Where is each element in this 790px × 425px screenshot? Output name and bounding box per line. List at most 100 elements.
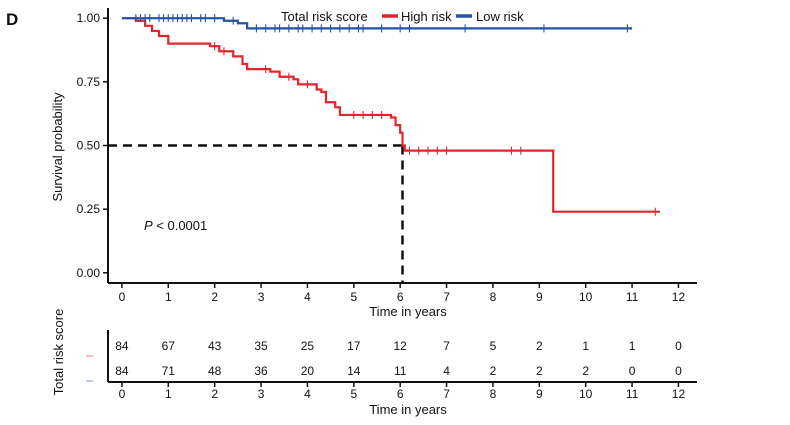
table-x-tick-label: 12 [672,387,686,401]
censor-mark-high-risk [349,110,358,119]
y-tick-label: 1.00 [77,11,101,25]
censor-mark-low-risk [284,24,293,33]
table-cell: 71 [162,364,176,378]
x-tick-label: 10 [579,290,593,304]
censor-mark-high-risk [368,110,377,119]
table-x-tick-label: 3 [258,387,265,401]
p-value-text: < 0.0001 [153,218,208,233]
risk-table-x-title: Time in years [369,402,447,417]
table-cell: 35 [254,339,268,353]
censor-mark-high-risk [442,146,451,155]
table-x-tick-label: 1 [165,387,172,401]
survival-curves [121,14,660,216]
table-cell: 4 [443,364,450,378]
main-axes: 0.000.250.500.751.000 1 2 3 4 5 6 7 8 9 10 11 12 [77,8,697,304]
censor-mark-high-risk [424,146,433,155]
table-x-tick-label: 8 [490,387,497,401]
legend: Total risk score High risk Low risk [281,9,524,24]
censor-mark-high-risk [405,146,414,155]
table-cell: 1 [582,339,589,353]
y-tick-label: 0.75 [77,75,101,89]
table-x-tick-label: 4 [304,387,311,401]
table-x-tick-label: 10 [579,387,593,401]
x-tick-label: 0 [119,290,126,304]
censor-mark-low-risk [377,24,386,33]
censor-mark-low-risk [396,24,405,33]
table-x-tick-label: 5 [350,387,357,401]
table-cell: 2 [490,364,497,378]
censor-mark-low-risk [298,24,307,33]
censor-mark-low-risk [145,14,154,23]
x-tick-label: 8 [490,290,497,304]
censor-mark-low-risk [461,24,470,33]
table-x-tick-label: 2 [211,387,218,401]
table-x-tick-label: 6 [397,387,404,401]
x-tick-label: 2 [211,290,218,304]
censor-mark-low-risk [252,24,261,33]
censor-mark-high-risk [219,47,228,56]
risk-table: 84 67 43 35 25 17 12 7 5 2 1 1 084 71 48 36 20 14 11 4 2 2 2 0 0… [86,330,697,401]
x-tick-label: 6 [397,290,404,304]
x-tick-label: 11 [626,290,639,304]
median-guide [108,144,404,283]
legend-title: Total risk score [281,9,368,24]
censor-mark-high-risk [651,207,660,216]
y-tick-label: 0.25 [77,202,101,216]
table-cell: 14 [347,364,361,378]
censor-mark-low-risk [623,24,632,33]
censor-mark-high-risk [377,110,386,119]
censor-mark-low-risk [345,24,354,33]
x-tick-label: 1 [165,290,172,304]
censor-mark-low-risk [317,24,326,33]
legend-label-low: Low risk [476,9,524,24]
censor-mark-high-risk [210,42,219,51]
censor-mark-high-risk [414,146,423,155]
legend-label-high: High risk [401,9,452,24]
table-cell: 84 [115,339,129,353]
table-cell: 0 [629,364,636,378]
table-cell: 43 [208,339,222,353]
censor-mark-low-risk [405,24,414,33]
table-cell: 0 [675,339,682,353]
x-tick-label: 3 [258,290,265,304]
table-cell: 48 [208,364,222,378]
table-cell: 2 [536,339,543,353]
x-axis-title: Time in years [369,304,447,319]
panel-letter: D [6,10,18,29]
censor-mark-low-risk [326,24,335,33]
p-value-label: P [144,218,153,233]
curve-high-risk [121,17,660,213]
table-cell: 0 [675,364,682,378]
table-cell: 17 [347,339,361,353]
censor-mark-low-risk [261,24,270,33]
table-cell: 2 [536,364,543,378]
censor-mark-high-risk [261,65,270,74]
table-x-tick-label: 9 [536,387,543,401]
censor-mark-low-risk [229,16,238,25]
table-cell: 12 [394,339,408,353]
table-cell: 5 [490,339,497,353]
censor-mark-high-risk [516,146,525,155]
table-cell: 84 [115,364,129,378]
censor-mark-high-risk [359,110,368,119]
table-cell: 36 [254,364,268,378]
censor-mark-low-risk [539,24,548,33]
table-cell: 11 [394,364,407,378]
table-cell: 25 [301,339,315,353]
risk-table-y-title: Total risk score [51,309,66,396]
censor-mark-high-risk [507,146,516,155]
x-tick-label: 12 [672,290,686,304]
censor-mark-low-risk [201,14,210,23]
table-x-tick-label: 7 [443,387,450,401]
table-cell: 20 [301,364,315,378]
y-axis-title: Survival probability [50,92,65,202]
table-x-tick-label: 11 [626,387,639,401]
x-tick-label: 9 [536,290,543,304]
table-x-tick-label: 0 [119,387,126,401]
censor-mark-low-risk [359,24,368,33]
censor-mark-high-risk [433,146,442,155]
x-tick-label: 7 [443,290,450,304]
y-tick-label: 0.50 [77,139,101,153]
y-tick-label: 0.00 [77,266,101,280]
